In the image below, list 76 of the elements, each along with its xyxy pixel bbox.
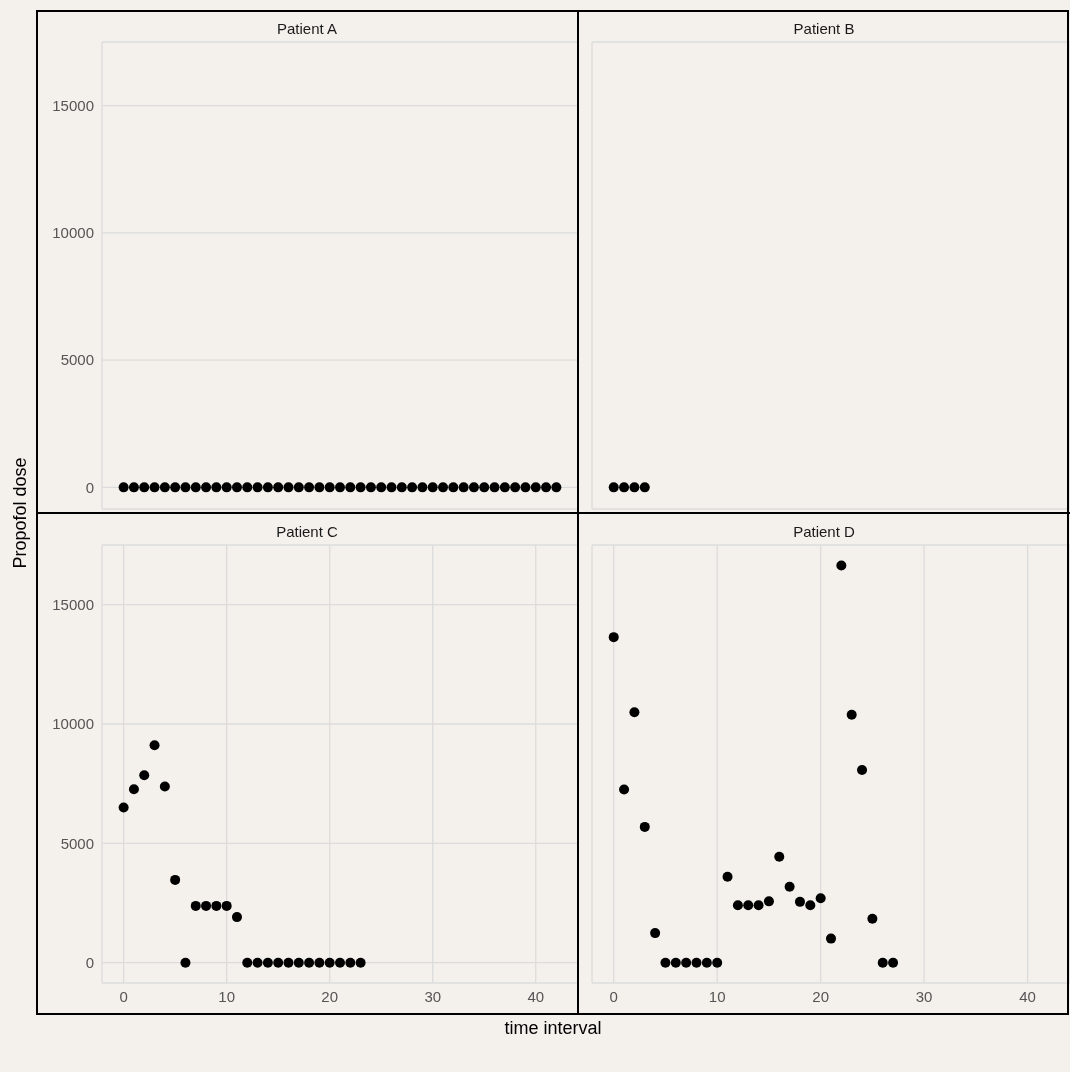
chart-title: Patient A — [275, 20, 338, 37]
point — [763, 896, 774, 907]
point — [345, 957, 356, 968]
point — [283, 957, 294, 968]
chart-title: Patient C — [275, 523, 339, 540]
point — [629, 707, 640, 718]
point — [293, 957, 304, 968]
x-tick-label: 30 — [424, 987, 442, 1005]
y-tick-label: 10000 — [52, 224, 94, 242]
y-tick-label: 5000 — [60, 834, 94, 852]
point — [355, 957, 366, 968]
y-tick-label: 10000 — [52, 715, 94, 733]
point — [722, 871, 733, 882]
point — [826, 933, 836, 944]
point — [794, 896, 805, 907]
point — [836, 560, 847, 571]
point — [273, 957, 284, 968]
point — [691, 957, 702, 968]
y-axis-title: Propofol dose — [9, 457, 31, 569]
point — [857, 765, 868, 776]
point — [877, 957, 888, 968]
point — [180, 957, 191, 968]
x-tick-label: 40 — [1019, 987, 1036, 1005]
x-tick-label: 30 — [915, 987, 933, 1005]
point — [639, 821, 650, 832]
point — [128, 784, 139, 795]
point — [846, 709, 857, 720]
chart-title: Patient D — [792, 523, 856, 540]
point — [304, 957, 315, 968]
point — [159, 781, 170, 792]
y-tick-label: 0 — [85, 954, 94, 972]
point — [888, 957, 899, 968]
y-tick-label: 15000 — [52, 596, 94, 613]
point — [252, 957, 263, 968]
point — [681, 957, 692, 968]
point — [314, 957, 325, 968]
point — [608, 632, 619, 643]
point — [774, 851, 785, 862]
point — [701, 957, 712, 968]
point — [139, 770, 150, 781]
point — [190, 900, 201, 911]
x-tick-label: 0 — [609, 987, 618, 1005]
point — [753, 900, 764, 911]
point — [211, 900, 222, 911]
point — [118, 802, 129, 813]
y-tick-label: 5000 — [60, 351, 94, 369]
x-tick-label: 10 — [708, 987, 726, 1005]
x-tick-label: 10 — [218, 987, 236, 1005]
point — [324, 957, 335, 968]
chart-title: Patient B — [792, 20, 856, 37]
x-tick-label: 20 — [321, 987, 339, 1005]
point — [867, 913, 878, 924]
point — [201, 900, 212, 911]
point — [650, 928, 661, 939]
x-axis-title: time interval — [504, 1018, 602, 1039]
y-tick-label: 15000 — [52, 96, 94, 114]
point — [231, 912, 242, 923]
point — [221, 900, 232, 911]
point — [712, 957, 723, 968]
point — [815, 893, 826, 904]
point — [732, 900, 743, 911]
point — [170, 874, 181, 885]
point — [660, 957, 671, 968]
x-tick-label: 20 — [812, 987, 829, 1005]
point — [743, 900, 754, 911]
point — [805, 900, 816, 911]
y-tick-label: 0 — [85, 478, 94, 496]
x-tick-label: 40 — [527, 987, 545, 1005]
x-tick-label: 0 — [119, 987, 128, 1005]
point — [262, 957, 273, 968]
point — [242, 957, 253, 968]
point — [149, 740, 160, 751]
point — [619, 784, 630, 795]
point — [670, 957, 681, 968]
point — [784, 881, 795, 892]
point — [335, 957, 345, 968]
